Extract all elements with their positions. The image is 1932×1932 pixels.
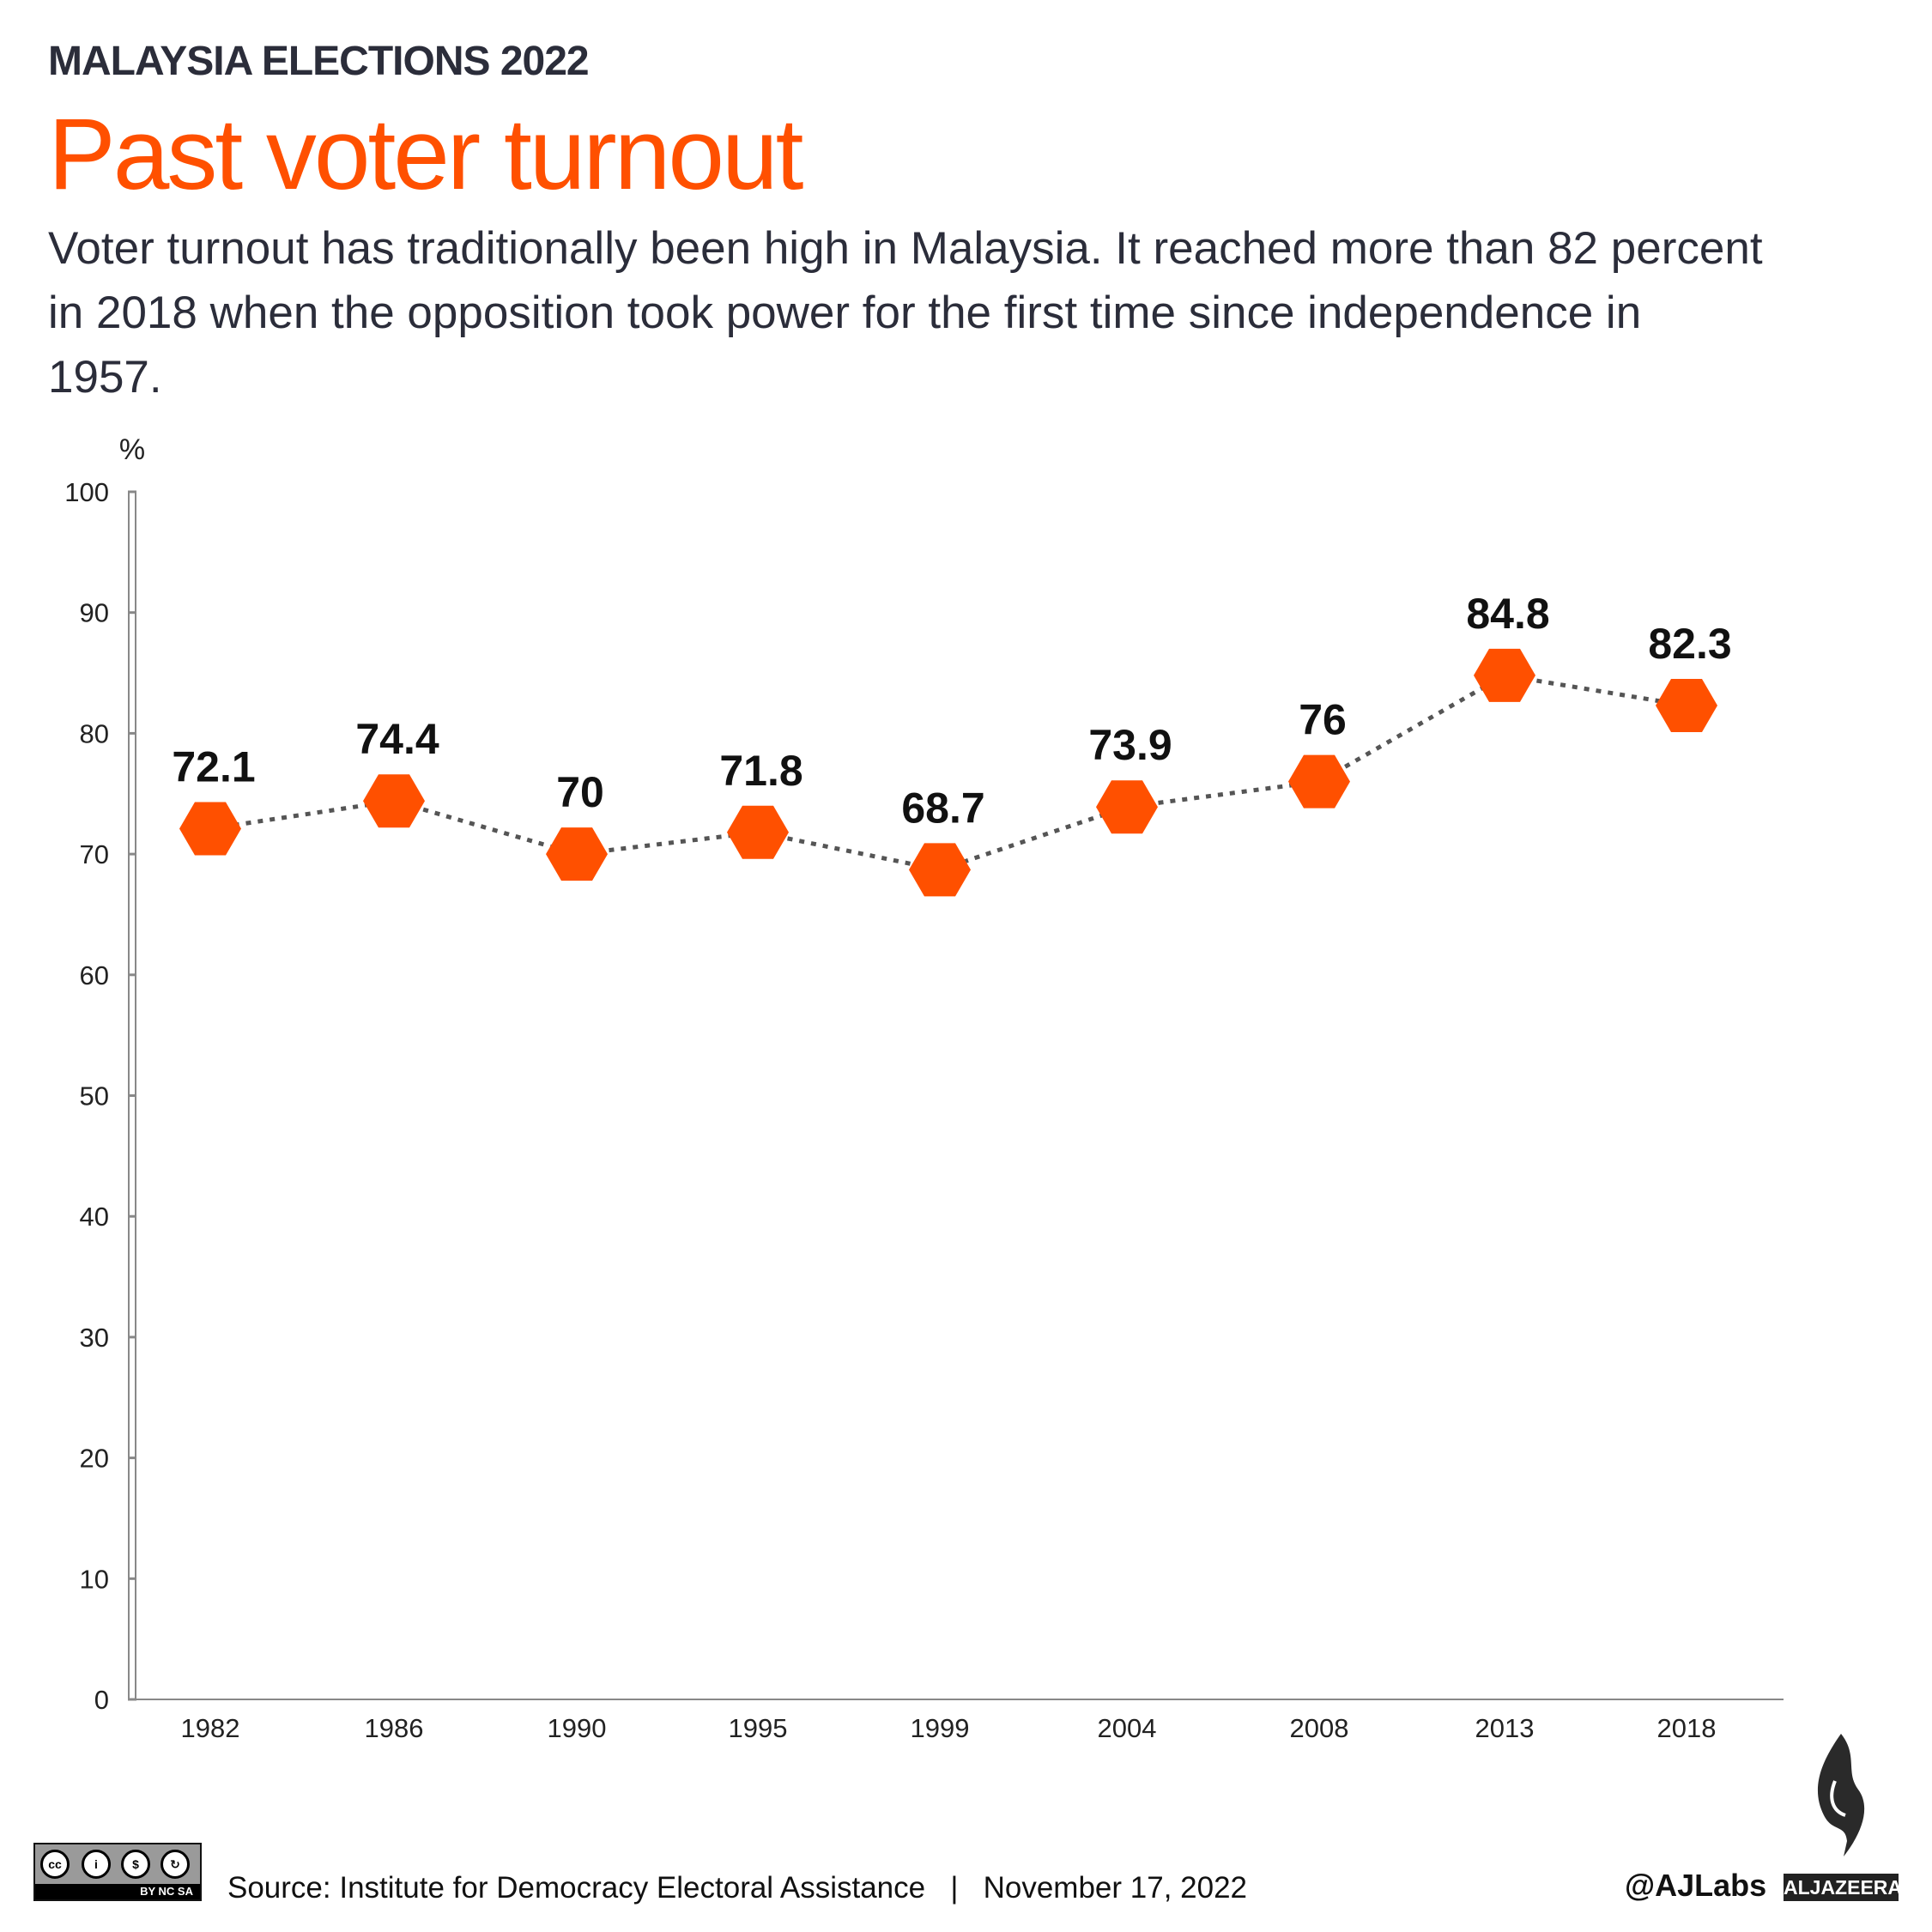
x-tick-label: 1999 [911, 1713, 970, 1743]
data-label: 71.8 [719, 747, 802, 795]
by-icon: i [82, 1850, 111, 1879]
x-tick-label: 2013 [1475, 1713, 1535, 1743]
license-text: BY NC SA [35, 1884, 200, 1899]
sa-icon: ↻ [160, 1850, 190, 1879]
data-label: 82.3 [1648, 620, 1731, 668]
y-axis-label: % [119, 433, 145, 466]
x-tick-label: 2004 [1098, 1713, 1157, 1743]
data-point-hexagon [909, 843, 971, 897]
kicker: MALAYSIA ELECTIONS 2022 [48, 39, 590, 84]
data-label: 70 [556, 768, 604, 816]
data-point-hexagon [546, 827, 608, 881]
data-label: 76 [1299, 696, 1347, 744]
y-tick-label: 0 [94, 1685, 109, 1715]
source-text: Source: Institute for Democracy Electora… [227, 1871, 926, 1905]
y-tick-label: 20 [80, 1444, 109, 1474]
y-tick-label: 60 [80, 960, 109, 990]
y-tick-label: 90 [80, 598, 109, 628]
y-tick-label: 30 [80, 1323, 109, 1353]
y-tick-label: 80 [80, 718, 109, 748]
data-point-hexagon [1656, 679, 1717, 733]
x-tick-label: 1990 [548, 1713, 607, 1743]
data-point-hexagon [1096, 780, 1158, 834]
data-point-hexagon [727, 805, 789, 859]
chart-title: Past voter turnout [48, 98, 803, 211]
data-label: 73.9 [1088, 721, 1172, 769]
separator: | [950, 1871, 959, 1905]
data-label: 68.7 [901, 784, 984, 832]
creative-commons-badge: cc i $ ↻ BY NC SA [33, 1843, 202, 1901]
data-point-hexagon [1474, 648, 1535, 702]
cc-icon: cc [40, 1850, 70, 1879]
data-label: 84.8 [1466, 590, 1549, 638]
x-tick-label: 1986 [365, 1713, 424, 1743]
y-tick-label: 10 [80, 1564, 109, 1594]
y-tick-label: 70 [80, 839, 109, 869]
y-tick-label: 50 [80, 1081, 109, 1111]
chart-subtitle: Voter turnout has traditionally been hig… [48, 223, 1763, 403]
ajlabs-handle: @AJLabs [1625, 1868, 1767, 1903]
x-tick-label: 2018 [1657, 1713, 1717, 1743]
data-point-hexagon [179, 802, 241, 856]
nc-icon: $ [121, 1850, 150, 1879]
data-label: 74.4 [355, 715, 439, 763]
date-text: November 17, 2022 [983, 1871, 1248, 1905]
x-tick-label: 1982 [181, 1713, 240, 1743]
data-point-hexagon [1288, 754, 1350, 809]
aljazeera-logo-icon [1817, 1734, 1865, 1856]
y-tick-label: 40 [80, 1202, 109, 1232]
x-tick-label: 1995 [729, 1713, 788, 1743]
data-label: 72.1 [172, 743, 255, 791]
aljazeera-wordmark: ALJAZEERA [1784, 1874, 1902, 1901]
y-tick-label: 100 [64, 477, 109, 507]
data-point-hexagon [363, 774, 425, 828]
series-line [209, 673, 1687, 872]
x-tick-label: 2008 [1290, 1713, 1349, 1743]
footer-source: Source: Institute for Democracy Electora… [227, 1871, 1247, 1905]
line-chart: % 0 10 20 30 40 50 60 70 80 90 100 1982 1986 1990 1995 1… [64, 433, 1784, 1743]
